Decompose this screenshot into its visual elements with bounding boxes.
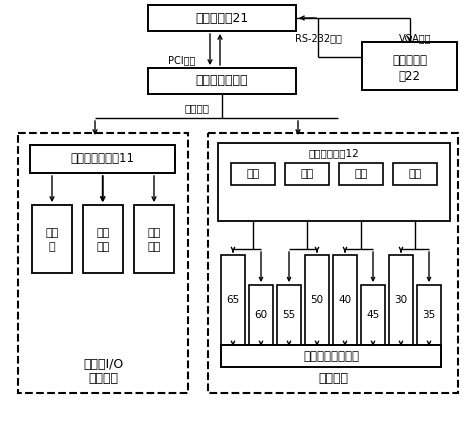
- Bar: [277, 285, 301, 345]
- Text: 指示: 指示: [46, 228, 59, 238]
- Bar: [339, 163, 383, 185]
- Text: 开关: 开关: [148, 242, 161, 252]
- Text: 接口: 接口: [300, 169, 313, 179]
- Bar: [134, 205, 174, 273]
- Text: 脚踩: 脚踩: [96, 228, 110, 238]
- Bar: [362, 42, 457, 90]
- Text: 开关量控制板化11: 开关量控制板化11: [70, 152, 134, 165]
- Bar: [83, 205, 123, 273]
- Text: 45: 45: [367, 310, 380, 320]
- Bar: [32, 205, 72, 273]
- Bar: [18, 133, 188, 393]
- Bar: [208, 133, 458, 393]
- Text: 工控计算朱21: 工控计算朱21: [196, 11, 249, 24]
- Bar: [417, 285, 441, 345]
- Text: 开关: 开关: [96, 242, 110, 252]
- Text: 滑块控制: 滑块控制: [318, 373, 348, 386]
- Text: 设备控制: 设备控制: [88, 373, 118, 386]
- Bar: [361, 285, 385, 345]
- Bar: [148, 68, 296, 94]
- Text: 30: 30: [394, 295, 407, 305]
- Text: 接近: 接近: [148, 228, 161, 238]
- Text: 开关量I/O: 开关量I/O: [83, 359, 123, 371]
- Text: 滑块、刀梁、上模: 滑块、刀梁、上模: [303, 349, 359, 362]
- Text: PCI总线: PCI总线: [168, 55, 196, 65]
- Bar: [389, 255, 413, 345]
- Text: 速度控制板化12: 速度控制板化12: [309, 148, 360, 158]
- Text: RS-232接口: RS-232接口: [295, 33, 341, 43]
- Text: 55: 55: [282, 310, 296, 320]
- Bar: [218, 143, 450, 221]
- Text: 50: 50: [311, 295, 323, 305]
- Text: 嵌入式触摸: 嵌入式触摸: [392, 53, 427, 67]
- Bar: [231, 163, 275, 185]
- Text: 65: 65: [227, 295, 240, 305]
- Bar: [333, 255, 357, 345]
- Text: 接口: 接口: [354, 169, 368, 179]
- Bar: [249, 285, 273, 345]
- Bar: [393, 163, 437, 185]
- Bar: [30, 145, 175, 173]
- Text: 接口: 接口: [246, 169, 259, 179]
- Text: 光纤通信控制卡: 光纤通信控制卡: [196, 75, 248, 88]
- Text: VGA接口: VGA接口: [399, 33, 431, 43]
- Text: 40: 40: [338, 295, 352, 305]
- Bar: [305, 255, 329, 345]
- Text: 灯: 灯: [49, 242, 55, 252]
- Bar: [221, 255, 245, 345]
- Text: 光纤环网: 光纤环网: [185, 103, 210, 113]
- Bar: [221, 345, 441, 367]
- Text: 35: 35: [423, 310, 436, 320]
- Bar: [148, 5, 296, 31]
- Text: 60: 60: [254, 310, 267, 320]
- Text: 屏22: 屏22: [399, 69, 421, 83]
- Bar: [285, 163, 329, 185]
- Text: 接口: 接口: [408, 169, 422, 179]
